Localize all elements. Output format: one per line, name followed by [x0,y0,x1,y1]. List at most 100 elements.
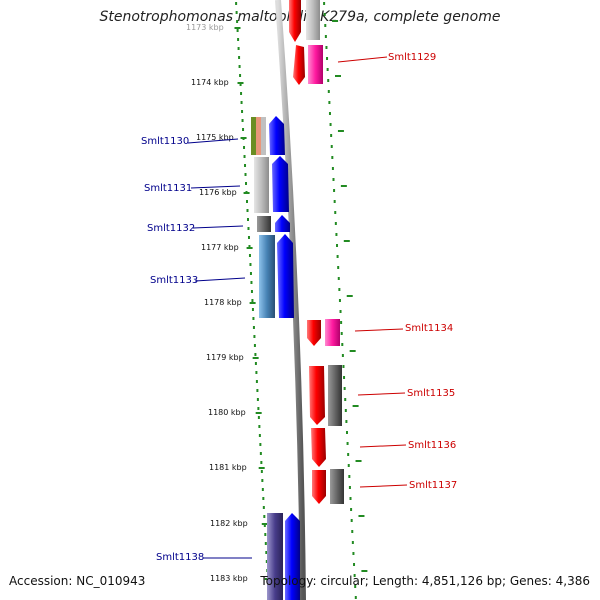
inner-ring-dot [247,227,250,230]
inner-ring-dot [258,434,261,437]
inner-ring-dot [255,380,258,383]
outer-tick-mark [352,405,359,407]
gene-smlt1134[interactable]: Smlt1134 [307,319,453,346]
gene-arrow-smlt1138 [285,513,300,600]
gene-label-smlt1135: Smlt1135 [407,388,455,399]
inner-ring-dot [248,254,251,257]
outer-ring-dot [342,365,345,368]
major-tick-mark [252,357,259,359]
inner-ring-dot [249,272,252,275]
inner-ring-dot [239,74,242,77]
gene-smlt1131[interactable]: Smlt1131 [144,156,289,213]
gene-arrow-smlt1134 [307,320,321,346]
gene-arrow-smlt1129-cog [306,0,320,40]
inner-ring-dot [248,245,251,248]
inner-ring-dot [240,92,243,95]
major-tick-mark [234,27,241,29]
inner-ring-dot [239,83,242,86]
outer-tick-mark [349,350,356,352]
outer-ring-dot [343,387,346,390]
gene-smlt1136[interactable]: Smlt1136 [311,428,456,467]
inner-ring-dot [242,128,245,131]
outer-ring-dot [349,497,352,500]
tick-label-1173: 1173 kbp [186,23,224,32]
inner-ring-dot [237,47,240,50]
inner-ring-dot [251,308,254,311]
gene-label-smlt1131: Smlt1131 [144,183,192,194]
tick-label-1175: 1175 kbp [196,133,234,142]
gene-smlt1133[interactable]: Smlt1133 [150,234,294,318]
outer-tick-mark [340,185,347,187]
gene-smlt1138[interactable]: Smlt1138 [156,513,300,600]
gene-arrow-smlt1135 [309,366,325,425]
label-leader-smlt1136 [359,444,407,448]
outer-tick-mark [337,130,344,132]
outer-ring-dot [325,46,328,49]
major-tick-mark [240,137,247,139]
outer-tick-mark [355,460,362,462]
inner-ring-dot [257,416,260,419]
outer-ring-dot [344,398,347,401]
gene-smlt1132[interactable]: Smlt1132 [147,215,290,234]
inner-ring-dot [258,425,261,428]
outer-ring-dot [354,596,357,599]
inner-ring-dot [254,362,257,365]
outer-ring-dot [330,134,333,137]
gene-smlt1129[interactable]: Smlt1129 [289,0,436,85]
inner-ring-dot [263,524,266,527]
outer-ring-dot [347,464,350,467]
outer-ring-dot [335,233,338,236]
outer-ring-dot [351,541,354,544]
tick-label-1182: 1182 kbp [210,519,248,528]
outer-ring-dot [338,288,341,291]
inner-ring-dot [259,443,262,446]
inner-ring-dot [264,533,267,536]
topology-stats-text: Topology: circular; Length: 4,851,126 bp… [260,574,590,588]
outer-ring-dot [348,475,351,478]
outer-ring-dot [340,321,343,324]
inner-ring-dot [253,344,256,347]
inner-ring-dot [247,236,250,239]
gene-label-smlt1136: Smlt1136 [408,440,456,451]
outer-ring-dot [337,266,340,269]
label-leader-smlt1135 [357,392,406,396]
inner-ring-dot [255,371,258,374]
major-tick-mark [258,467,265,469]
inner-ring-dot [260,470,263,473]
inner-ring-dot [251,299,254,302]
label-leader-smlt1130 [187,138,239,144]
outer-ring-dot [350,519,353,522]
gene-cog-smlt1137 [330,469,344,504]
gene-cog-smlt1134 [325,319,340,346]
outer-ring-dot [323,13,326,16]
tick-label-1181: 1181 kbp [209,463,247,472]
inner-ring-dot [259,452,262,455]
inner-ring-dot [238,56,241,59]
outer-ring-dot [334,222,337,225]
major-tick-mark [261,523,268,525]
gene-smlt1135[interactable]: Smlt1135 [309,365,455,426]
gene-cog-smlt1130-b [256,117,261,155]
gene-arrow-smlt1129-b [293,45,305,85]
tick-label-1183: 1183 kbp [210,574,248,583]
inner-ring-dot [249,263,252,266]
tick-label-1180: 1180 kbp [208,408,246,417]
gene-label-smlt1138: Smlt1138 [156,552,204,563]
gene-arrow-smlt1131 [272,156,289,212]
label-leader-smlt1134 [354,328,404,332]
gene-cog-smlt1138 [267,513,283,600]
outer-ring-dot [344,409,347,412]
major-tick-mark [237,82,244,84]
inner-ring-dot [260,461,263,464]
outer-ring-dot [343,376,346,379]
outer-ring-dot [328,101,331,104]
gene-label-smlt1137: Smlt1137 [409,480,457,491]
outer-ring-dot [329,123,332,126]
gene-smlt1137[interactable]: Smlt1137 [312,469,457,504]
gene-smlt1130[interactable]: Smlt1130 [141,116,285,155]
inner-ring-dot [237,38,240,41]
outer-ring-dot [339,310,342,313]
outer-ring-dot [324,24,327,27]
outer-ring-dot [331,156,334,159]
inner-ring-dot [262,497,265,500]
